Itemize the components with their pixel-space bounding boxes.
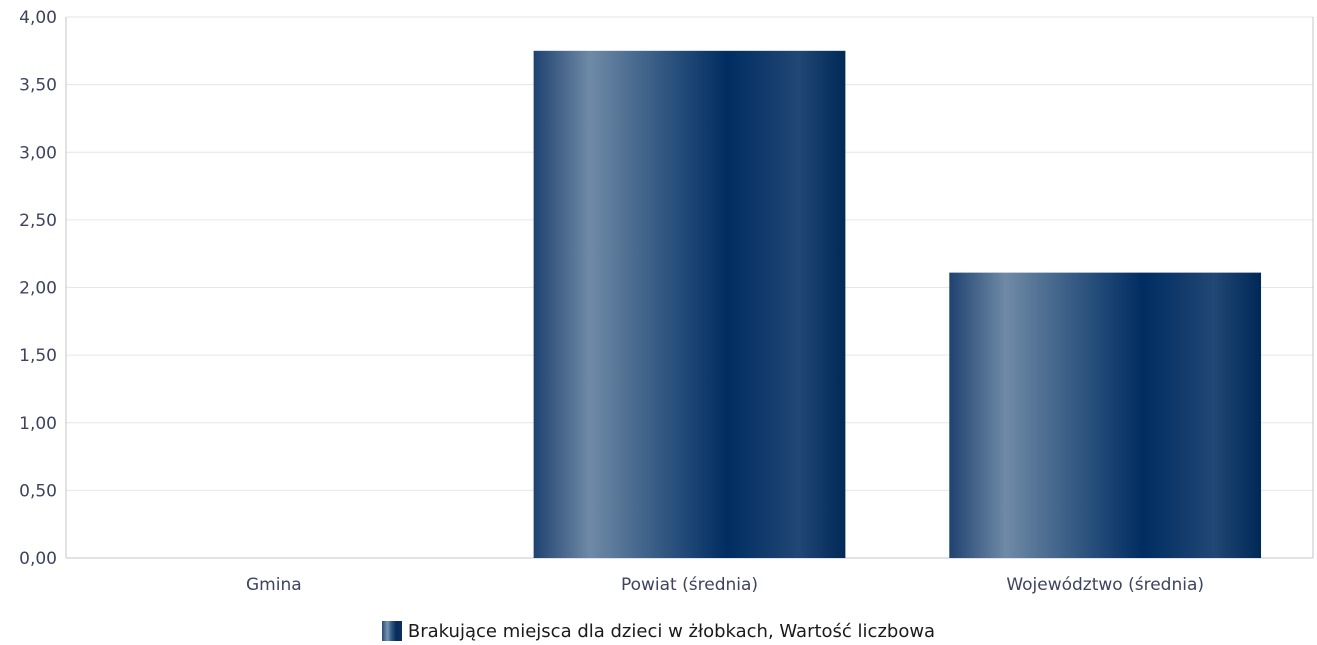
bars (533, 50, 1262, 558)
bar-chart: 0,00 0,50 1,00 1,50 2,00 2,50 3,00 3,50 4,00 Gmi… (19, 8, 1314, 595)
legend[interactable]: Brakujące miejsca dla dzieci w żłobkach,… (0, 617, 1317, 645)
y-tick-label: 2,50 (19, 211, 57, 231)
y-tick-label: 3,00 (19, 143, 57, 163)
x-category-label: Województwo (średnia) (1006, 575, 1204, 595)
x-category-label: Gmina (246, 575, 302, 595)
y-tick-label: 1,50 (19, 346, 57, 366)
y-tick-label: 1,00 (19, 414, 57, 434)
y-tick-label: 0,50 (19, 481, 57, 501)
bar-2[interactable] (949, 272, 1262, 558)
y-tick-label: 0,00 (19, 549, 57, 569)
legend-swatch (381, 621, 402, 641)
y-tick-label: 2,00 (19, 279, 57, 299)
bar-1[interactable] (533, 50, 846, 558)
x-category-labels: Gmina Powiat (średnia) Województwo (średni… (246, 575, 1204, 595)
y-tick-label: 3,50 (19, 76, 57, 96)
y-tick-labels: 0,00 0,50 1,00 1,50 2,00 2,50 3,00 3,50 4,00 (19, 8, 57, 569)
y-tick-label: 4,00 (19, 8, 57, 28)
x-category-label: Powiat (średnia) (621, 575, 758, 595)
legend-label: Brakujące miejsca dla dzieci w żłobkach,… (407, 620, 936, 642)
